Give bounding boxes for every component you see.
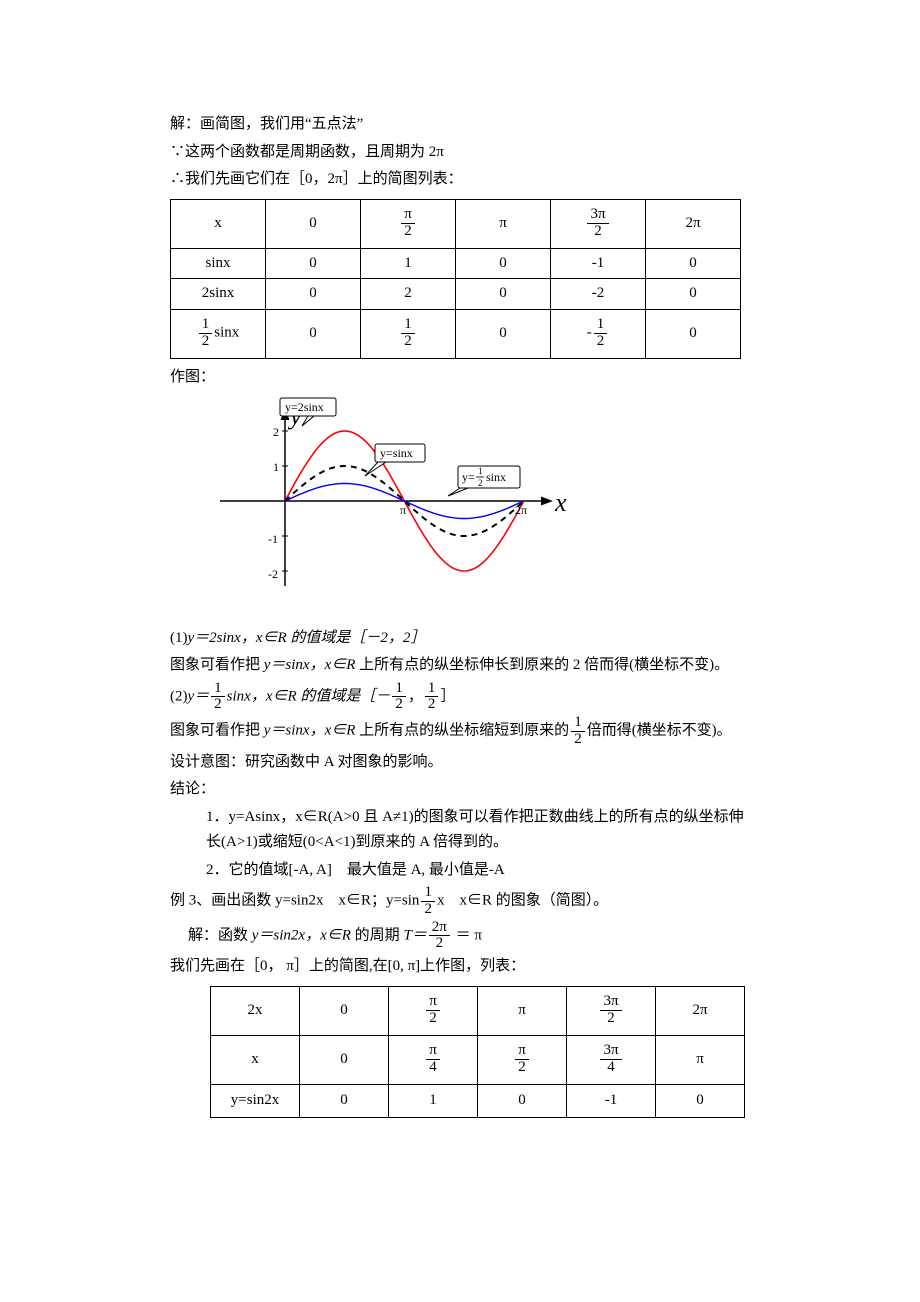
t2-r1-h: x [211, 1035, 300, 1084]
para-range-2: (2)y＝12sinx，x∈R 的值域是［－12，12］ [170, 681, 750, 714]
para-explain-1: 图象可看作把 y＝sinx，x∈R 上所有点的纵坐标伸长到原来的 2 倍而得(横… [170, 653, 750, 679]
svg-text:y=: y= [462, 470, 475, 484]
para-because: ∵这两个函数都是周期函数，且周期为 2π [170, 140, 750, 166]
t1-r0-c4: 2π [646, 199, 741, 248]
para-solution-intro: 解：画简图，我们用“五点法” [170, 112, 750, 138]
svg-text:sinx: sinx [486, 470, 506, 484]
t1-r2-c3: -2 [551, 279, 646, 310]
t1-r3-c0: 0 [266, 309, 361, 358]
para-therefore: ∴我们先画它们在［0，2π］上的简图列表： [170, 167, 750, 193]
t1-r2-c1: 2 [361, 279, 456, 310]
t2-r0-c3: 3π2 [567, 986, 656, 1035]
ytick-2: 2 [273, 425, 279, 439]
t1-r3-c3: -12 [551, 309, 646, 358]
t2-r1-c4: π [656, 1035, 745, 1084]
t2-r2-c2: 0 [478, 1084, 567, 1117]
t1-r2-c0: 0 [266, 279, 361, 310]
t2-r1-c0: 0 [300, 1035, 389, 1084]
t1-r3-c2: 0 [456, 309, 551, 358]
t1-r3-c1: 12 [361, 309, 456, 358]
t1-r1-c1: 1 [361, 248, 456, 279]
t2-r1-c2: π2 [478, 1035, 567, 1084]
t2-r0-c2: π [478, 986, 567, 1035]
t1-r2-h: 2sinx [171, 279, 266, 310]
svg-text:y=sinx: y=sinx [380, 446, 413, 460]
t1-r0-c2: π [456, 199, 551, 248]
x-axis-label: x [554, 488, 567, 517]
t2-r2-c0: 0 [300, 1084, 389, 1117]
t1-r0-h: x [171, 199, 266, 248]
sine-graph: 2 1 -1 -2 π 2π x y y=2sinx y=sinx y= 1 2… [210, 396, 750, 616]
t1-r2-c4: 0 [646, 279, 741, 310]
para-conclusion-label: 结论： [170, 777, 750, 803]
t1-r1-c4: 0 [646, 248, 741, 279]
t1-r1-h: sinx [171, 248, 266, 279]
t2-r1-c3: 3π4 [567, 1035, 656, 1084]
five-point-table-1: x 0 π2 π 3π2 2π sinx 0 1 0 -1 0 2sinx 0 … [170, 199, 741, 359]
para-draw: 作图： [170, 365, 750, 391]
t2-r2-c4: 0 [656, 1084, 745, 1117]
t2-r1-c1: π4 [389, 1035, 478, 1084]
para-conclusion-2: 2．它的值域[-A, A] 最大值是 A, 最小值是-A [170, 858, 750, 884]
para-conclusion-1: 1．y=Asinx，x∈R(A>0 且 A≠1)的图象可以看作把正数曲线上的所有… [170, 805, 750, 856]
ytick-1: 1 [273, 460, 279, 474]
t2-r0-c1: π2 [389, 986, 478, 1035]
t1-r1-c3: -1 [551, 248, 646, 279]
t1-r0-c1: π2 [361, 199, 456, 248]
t1-r1-c0: 0 [266, 248, 361, 279]
t1-r0-c0: 0 [266, 199, 361, 248]
callout-sinx: y=sinx [365, 444, 425, 476]
xtick-pi: π [400, 503, 406, 517]
ytick-neg1: -1 [268, 532, 278, 546]
t2-r0-h: 2x [211, 986, 300, 1035]
svg-text:2: 2 [478, 478, 483, 488]
para-intent: 设计意图：研究函数中 A 对图象的影响。 [170, 750, 750, 776]
t2-r2-h: y=sin2x [211, 1084, 300, 1117]
t1-r1-c2: 0 [456, 248, 551, 279]
t2-r0-c0: 0 [300, 986, 389, 1035]
callout-2sinx: y=2sinx [280, 398, 336, 426]
t2-r2-c3: -1 [567, 1084, 656, 1117]
t1-r3-h: 12sinx [171, 309, 266, 358]
t1-r2-c2: 0 [456, 279, 551, 310]
para-range-1: (1)y＝2sinx，x∈R 的值域是［－2，2］ [170, 626, 750, 652]
para-example3: 例 3、画出函数 y=sin2x x∈R；y=sin12x x∈R 的图象（简图… [170, 885, 750, 918]
para-ex3-sol: 解：函数 y＝sin2x，x∈R 的周期 T＝2π2 ＝ π [170, 920, 750, 953]
svg-text:y=2sinx: y=2sinx [285, 400, 324, 414]
ytick-neg2: -2 [268, 567, 278, 581]
t2-r2-c1: 1 [389, 1084, 478, 1117]
para-ex3-draw: 我们先画在［0， π］上的简图,在[0, π]上作图，列表： [170, 954, 750, 980]
callout-halfsinx: y= 1 2 sinx [448, 466, 520, 496]
para-explain-2: 图象可看作把 y＝sinx，x∈R 上所有点的纵坐标缩短到原来的12倍而得(横坐… [170, 715, 750, 748]
t1-r3-c4: 0 [646, 309, 741, 358]
t2-r0-c4: 2π [656, 986, 745, 1035]
t1-r0-c3: 3π2 [551, 199, 646, 248]
svg-text:1: 1 [478, 466, 483, 476]
xtick-2pi: 2π [515, 503, 527, 517]
five-point-table-2: 2x 0 π2 π 3π2 2π x 0 π4 π2 3π4 π y=sin2x… [210, 986, 745, 1118]
